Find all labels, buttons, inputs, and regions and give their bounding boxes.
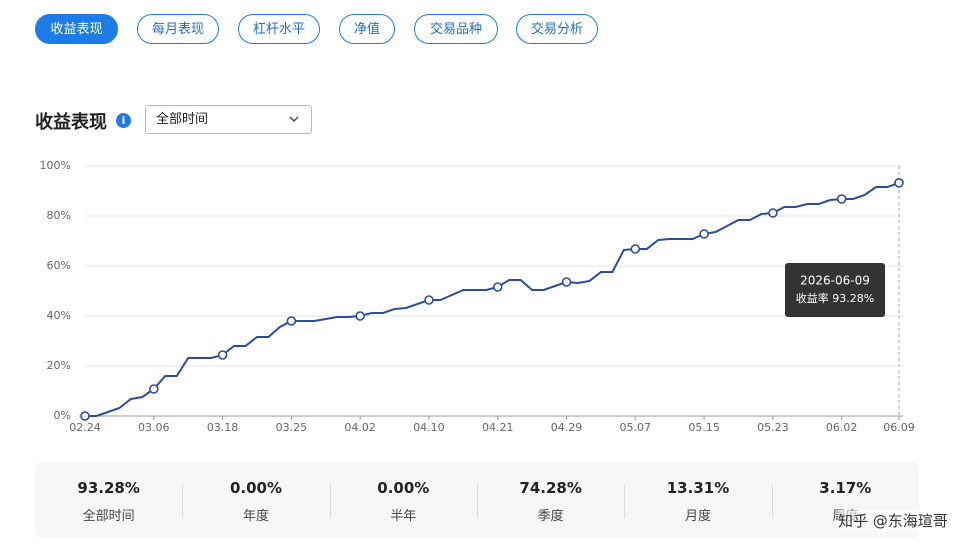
x-tick-label: 06.09	[883, 421, 915, 434]
point-marker	[768, 208, 778, 218]
x-tick-label: 04.10	[413, 421, 445, 434]
stat-label: 月度	[684, 509, 711, 524]
point-marker	[836, 194, 847, 204]
tab[interactable]: 每月表现	[137, 14, 219, 44]
y-tick-label: 100%	[40, 159, 71, 172]
x-tick-label: 04.02	[344, 421, 376, 434]
y-tick-label: 80%	[47, 209, 71, 222]
tab[interactable]: 交易品种	[414, 14, 498, 44]
x-tick-label: 06.02	[826, 421, 858, 434]
point-marker	[80, 411, 90, 421]
stat-label: 全部时间	[82, 509, 135, 524]
x-tick-label: 03.25	[276, 421, 308, 434]
x-tick-label: 05.23	[757, 421, 789, 434]
chevron	[289, 116, 299, 122]
tooltip-box	[785, 263, 885, 317]
dropdown-text: 全部时间	[156, 112, 209, 127]
x-tick-label: 05.15	[688, 421, 720, 434]
stat-value: 93.28%	[77, 479, 140, 497]
watermark: 知乎 @东海瑄哥	[838, 510, 948, 531]
stat-label: 季度	[537, 509, 564, 524]
point-marker	[424, 295, 434, 305]
tab[interactable]: 收益表现	[35, 14, 118, 44]
tooltip-value: 收益率 93.28%	[796, 291, 874, 305]
x-tick-label: 05.07	[620, 421, 652, 434]
stats-panel: 93.28% 全部时间 0.00% 年度 0.00% 半年 74.28% 季度 13.31% 月度…	[35, 462, 919, 538]
point-marker	[561, 277, 572, 287]
y-tick-label: 40%	[47, 309, 71, 322]
y-tick-label: 0%	[54, 409, 71, 422]
point-marker	[630, 244, 641, 254]
y-tick-label: 60%	[47, 259, 71, 272]
x-tick-label: 03.06	[138, 421, 170, 434]
divider	[329, 484, 331, 518]
tooltip: 2026-06-09 收益率 93.28%	[785, 263, 885, 317]
point-marker	[699, 229, 709, 239]
stat-value: 74.28%	[519, 479, 582, 497]
stat-label: 年度	[242, 509, 269, 524]
series-line	[85, 181, 900, 417]
x-tick-label: 04.21	[482, 421, 514, 434]
stat-value: 0.00%	[229, 479, 283, 497]
divider	[771, 484, 773, 518]
time-dropdown[interactable]: 全部时间	[145, 105, 312, 134]
tab[interactable]: 净值	[339, 14, 395, 44]
tab[interactable]: 交易分析	[516, 14, 598, 44]
stat-value: 13.31%	[666, 479, 730, 497]
point-marker	[492, 282, 503, 292]
stat-value: 0.00%	[377, 479, 430, 497]
chart: 0% 20% 40% 60% 80% 100% 02.24 03.06 03.18 03.25 04…	[40, 159, 915, 434]
x-tick-label: 03.18	[207, 421, 239, 434]
point-marker	[148, 384, 159, 394]
stat-label: 半年	[390, 509, 417, 524]
point-marker	[355, 311, 365, 321]
section-title: 收益表现	[35, 112, 107, 133]
point-marker	[286, 316, 297, 326]
stat-value: 3.17%	[819, 479, 872, 497]
divider	[624, 484, 626, 518]
tab[interactable]: 杠杆水平	[238, 14, 320, 44]
point-marker	[217, 350, 228, 360]
y-tick-label: 20%	[47, 359, 71, 372]
x-tick-label: 04.29	[551, 421, 583, 434]
point-marker	[894, 178, 904, 188]
divider	[182, 484, 184, 518]
tooltip-date: 2026-06-09	[800, 274, 870, 288]
info-icon[interactable]: i	[116, 113, 131, 128]
divider	[477, 484, 478, 518]
x-tick-label: 02.24	[69, 421, 101, 434]
